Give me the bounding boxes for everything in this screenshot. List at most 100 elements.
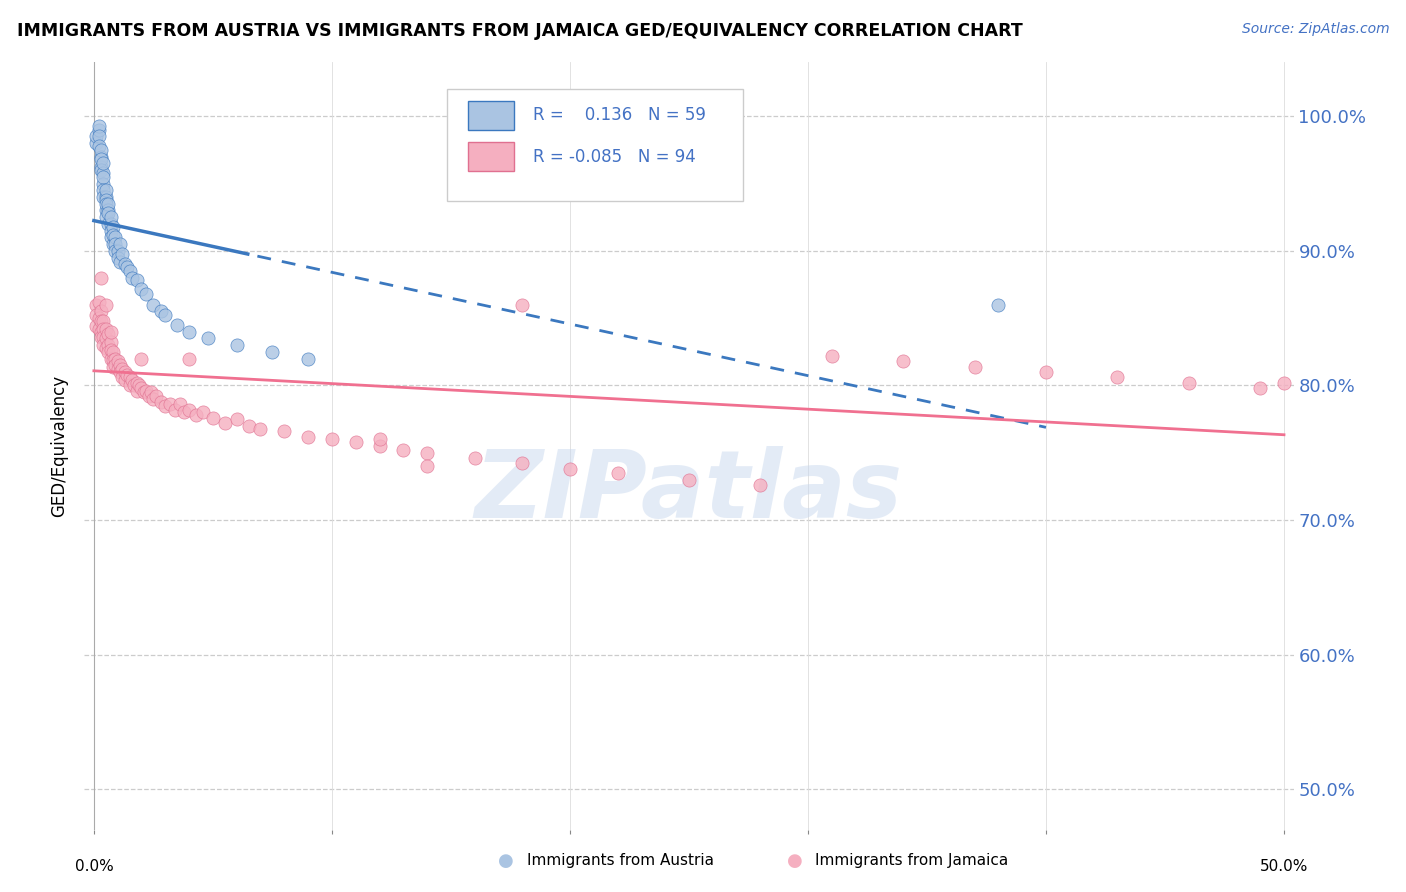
Point [97, 206, 120, 220]
Point [93, 156, 115, 170]
Point [510, 298, 533, 312]
Point [225, 412, 247, 426]
Point [138, 389, 160, 403]
Point [131, 281, 153, 295]
Point [262, 344, 284, 359]
Point [111, 370, 134, 384]
Point [142, 392, 165, 406]
Point [94, 341, 117, 355]
Point [93, 166, 115, 180]
Point [94, 298, 117, 312]
Point [94, 190, 117, 204]
Point [166, 318, 188, 332]
Point [297, 429, 319, 443]
Point [155, 399, 177, 413]
Point [321, 432, 343, 446]
Point [101, 219, 124, 234]
Point [155, 309, 177, 323]
Text: 0.0%: 0.0% [75, 859, 114, 874]
Point [124, 378, 146, 392]
Point [87, 295, 110, 310]
Point [149, 394, 172, 409]
Point [90, 325, 112, 339]
Point [197, 331, 219, 345]
Point [135, 287, 157, 301]
Point [169, 397, 191, 411]
Bar [468, 142, 513, 171]
Point [1272, 376, 1295, 390]
Point [97, 338, 120, 352]
Point [114, 373, 136, 387]
Point [97, 196, 120, 211]
Point [84, 136, 107, 151]
Point [132, 385, 155, 400]
Point [101, 359, 124, 374]
Point [108, 237, 131, 252]
Point [87, 119, 110, 133]
Point [678, 473, 700, 487]
Point [90, 143, 112, 157]
Point [139, 385, 162, 400]
Point [94, 211, 117, 225]
Point [821, 349, 844, 363]
Point [963, 359, 986, 374]
Point [104, 351, 127, 366]
Point [84, 319, 107, 334]
Point [87, 129, 110, 144]
Point [90, 150, 112, 164]
Point [108, 358, 131, 372]
Point [104, 237, 127, 252]
Point [84, 309, 107, 323]
Point [107, 354, 129, 368]
Point [214, 416, 236, 430]
Point [84, 129, 107, 144]
Point [93, 183, 115, 197]
Point [1249, 381, 1271, 395]
Point [100, 325, 122, 339]
Text: IMMIGRANTS FROM AUSTRIA VS IMMIGRANTS FROM JAMAICA GED/EQUIVALENCY CORRELATION C: IMMIGRANTS FROM AUSTRIA VS IMMIGRANTS FR… [17, 22, 1022, 40]
Point [131, 351, 153, 366]
Point [107, 244, 129, 258]
Point [114, 365, 136, 379]
Point [94, 183, 117, 197]
Point [606, 466, 628, 480]
Point [90, 161, 112, 175]
Point [118, 370, 141, 384]
Point [145, 389, 167, 403]
Point [93, 330, 115, 344]
Point [368, 432, 391, 446]
Text: Immigrants from Austria: Immigrants from Austria [527, 854, 714, 868]
Point [149, 304, 172, 318]
Point [100, 343, 122, 358]
Point [94, 193, 117, 207]
Point [93, 169, 115, 184]
Point [90, 304, 112, 318]
Point [97, 217, 120, 231]
Point [94, 203, 117, 218]
Point [114, 257, 136, 271]
Point [416, 459, 439, 474]
Point [987, 298, 1010, 312]
Point [90, 330, 112, 344]
Point [121, 373, 143, 387]
Text: ●: ● [498, 852, 515, 870]
Text: Immigrants from Jamaica: Immigrants from Jamaica [815, 854, 1008, 868]
Point [90, 270, 112, 285]
Point [1178, 376, 1201, 390]
Point [101, 352, 124, 367]
Point [94, 322, 117, 336]
Point [128, 378, 150, 392]
Point [100, 230, 122, 244]
Text: R = -0.085   N = 94: R = -0.085 N = 94 [533, 148, 696, 166]
Point [90, 163, 112, 178]
Point [173, 405, 195, 419]
Y-axis label: GED/Equivalency: GED/Equivalency [51, 375, 69, 517]
Point [225, 338, 247, 352]
Point [87, 322, 110, 336]
Point [101, 227, 124, 242]
Point [201, 410, 224, 425]
Point [87, 122, 110, 136]
Point [100, 335, 122, 350]
Point [238, 418, 260, 433]
Point [510, 457, 533, 471]
